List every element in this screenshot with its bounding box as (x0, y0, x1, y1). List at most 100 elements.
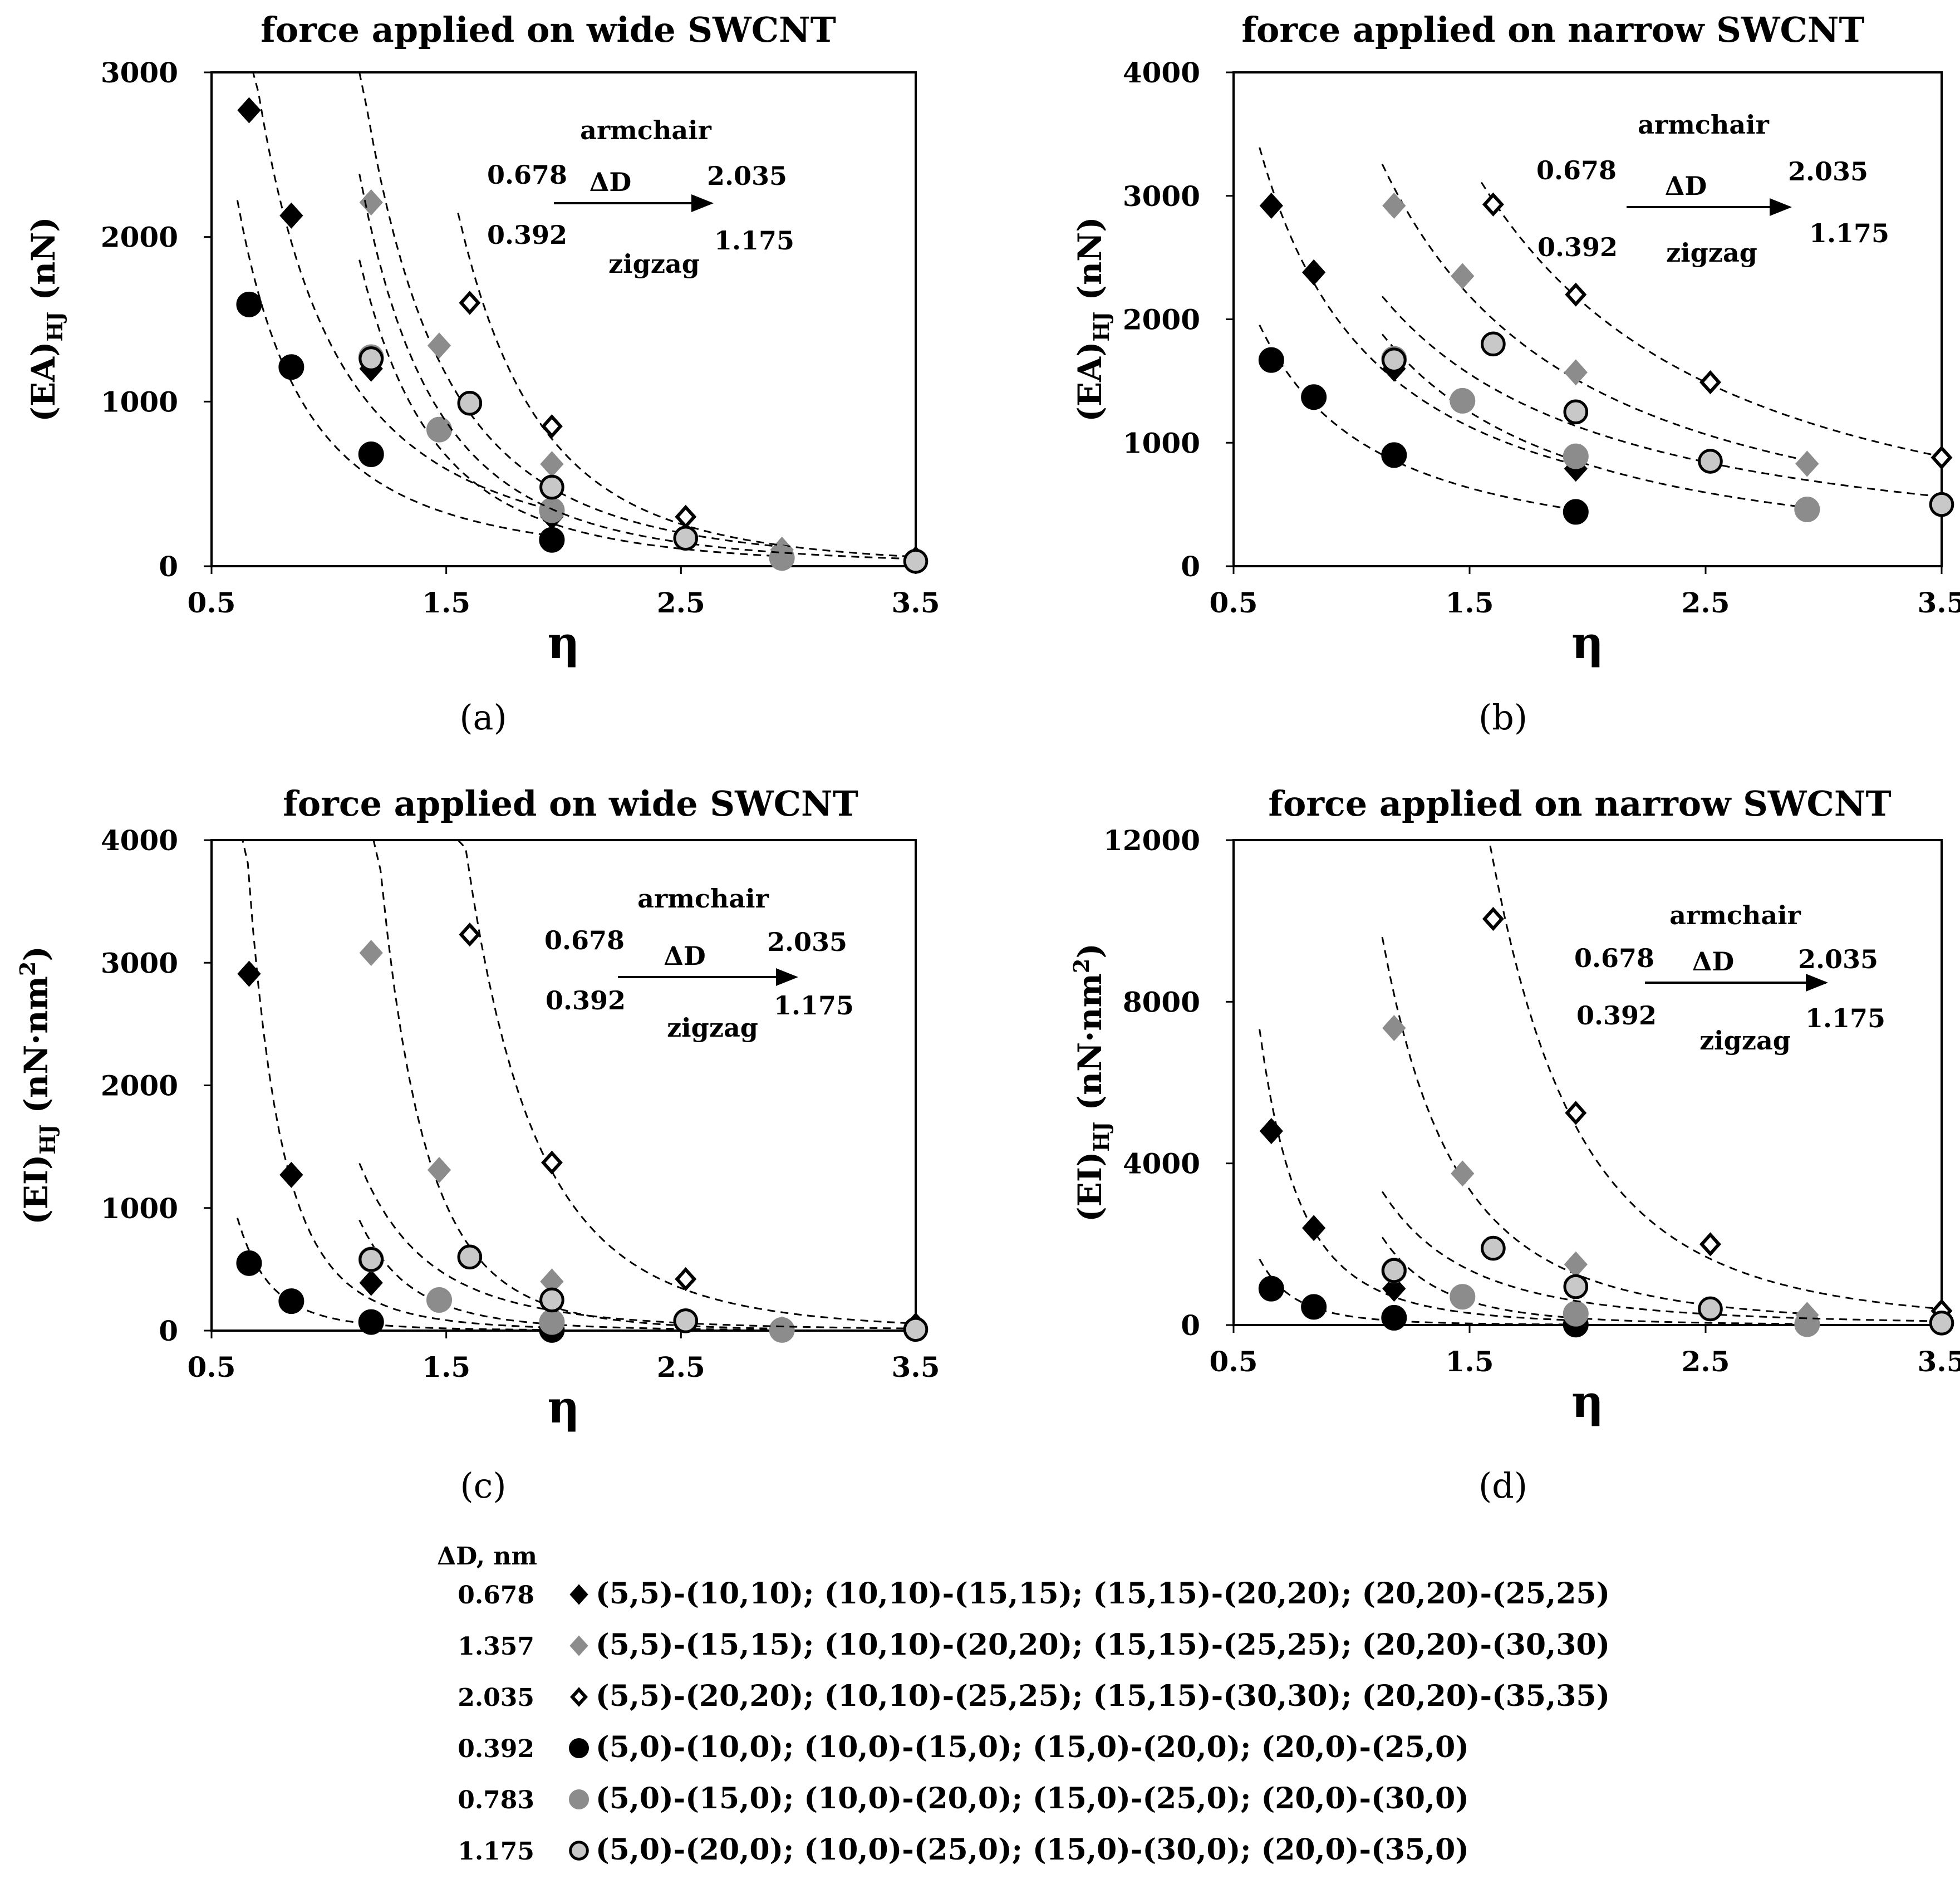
trendline (1381, 333, 1807, 509)
trendline (1381, 1237, 1807, 1325)
y-tick-label: 1000 (101, 1192, 178, 1225)
series-2.035 (457, 839, 927, 1337)
legend-value: 0.678 (458, 1581, 534, 1610)
data-point (426, 416, 453, 443)
data-point (673, 526, 699, 551)
data-point (358, 346, 384, 371)
x-tick-label: 1.5 (422, 1351, 470, 1384)
y-axis-label: (EI)HJ (nN·nm2) (1069, 943, 1114, 1222)
data-point (358, 1309, 384, 1335)
annotation-armchair: armchair (580, 115, 711, 145)
data-point (236, 1250, 262, 1276)
data-point (1451, 263, 1475, 290)
series-0.678 (1259, 1029, 1588, 1335)
data-point (237, 960, 261, 987)
trendline (358, 72, 782, 548)
annotation-zigzag: zigzag (667, 1013, 758, 1043)
annotation-left-top: 0.678 (544, 925, 625, 955)
data-point (1794, 496, 1820, 522)
data-point (1699, 370, 1721, 395)
trendline (359, 839, 782, 1330)
annotation-left-bottom: 0.392 (1537, 232, 1618, 262)
y-axis-label-sub: HJ (35, 1125, 60, 1155)
legend-entry: 2.035 (5,5)-(20,20); (10,10)-(25,25); (15… (458, 1679, 1610, 1713)
x-tick-label: 1.5 (1446, 1345, 1494, 1378)
legend: ΔD, nm 0.678 (5,5)-(10,10); (10,10)-(15,15… (437, 1542, 1610, 1867)
y-tick-label: 8000 (1123, 985, 1200, 1018)
series-0.783 (358, 259, 795, 571)
trendline (1381, 936, 1807, 1315)
data-point (1930, 445, 1953, 470)
data-point (1382, 347, 1407, 372)
legend-value: 0.783 (458, 1786, 534, 1814)
legend-marker (569, 1738, 589, 1758)
y-axis-label-main: (EI) (1071, 1152, 1109, 1222)
annotation-zigzag: zigzag (1666, 238, 1757, 268)
legend-marker (569, 1584, 588, 1605)
annotation-right-top: 2.035 (767, 927, 847, 957)
y-tick-label: 0 (159, 1314, 178, 1347)
data-point (903, 1317, 929, 1342)
annotation-right-top: 2.035 (707, 161, 787, 191)
trendline (1259, 325, 1576, 511)
x-axis-label: η (1571, 616, 1604, 669)
legend-text: (5,0)-(10,0); (10,0)-(15,0); (15,0)-(20,… (596, 1730, 1469, 1764)
legend-text: (5,0)-(20,0); (10,0)-(25,0); (15,0)-(30,… (596, 1833, 1469, 1867)
data-point (359, 940, 383, 967)
data-point (1302, 1215, 1326, 1242)
data-point (903, 548, 929, 574)
trendline (1481, 839, 1942, 1310)
data-point (1381, 442, 1407, 468)
legend-entry: 0.678 (5,5)-(10,10); (10,10)-(15,15); (15… (458, 1577, 1610, 1611)
data-point (358, 1247, 384, 1272)
y-tick-label: 4000 (101, 824, 178, 857)
y-axis-label-unit: (nN·nm (17, 976, 55, 1125)
y-tick-label: 2000 (101, 1069, 178, 1102)
y-tick-label: 0 (1181, 1309, 1200, 1342)
annotation-right-top: 2.035 (1798, 944, 1878, 974)
data-point (1794, 1311, 1820, 1337)
legend-value: 0.392 (458, 1735, 534, 1763)
series-0.392 (236, 1218, 565, 1343)
x-axis-label: η (1571, 1375, 1604, 1427)
plot-frame (210, 839, 917, 1332)
data-point (539, 474, 564, 500)
data-point (541, 1150, 563, 1175)
y-axis-label-sup: 2 (15, 961, 40, 976)
panel-label: (c) (460, 1465, 506, 1506)
y-axis-label-main: (EA) (24, 342, 62, 422)
data-point (1450, 1284, 1476, 1310)
annotation-left-bottom: 0.392 (546, 985, 626, 1015)
trendline (358, 1162, 916, 1329)
data-point (1302, 259, 1326, 286)
x-tick-label: 0.5 (1210, 586, 1258, 619)
y-axis-label: (EA)HJ (nN) (24, 217, 67, 421)
chart-panel-1: force applied on wide SWCNT 0.5 1.5 2.5 3.5 0… (24, 9, 940, 738)
trendline (1381, 1191, 1942, 1322)
chart-title: force applied on narrow SWCNT (1241, 9, 1864, 50)
data-point (1382, 192, 1406, 219)
x-axis-label: η (547, 616, 579, 669)
trendline (1381, 164, 1807, 462)
plot-frame (1232, 71, 1943, 567)
chart-panel-4: force applied on narrow SWCNT 0.5 1.5 2.5 3.… (1069, 783, 1960, 1506)
annotation-right-bottom: 1.175 (774, 990, 854, 1021)
data-point (1564, 1251, 1588, 1278)
panel-label: (a) (459, 697, 507, 738)
data-point (1563, 399, 1589, 425)
data-point (1698, 1296, 1723, 1322)
x-tick-label: 2.5 (1682, 1345, 1730, 1378)
legend-value: 1.175 (458, 1837, 534, 1866)
data-point (1795, 450, 1819, 477)
data-point (1699, 1232, 1721, 1257)
annotation-delta-d: ΔD (590, 167, 632, 197)
legend-marker (569, 1635, 588, 1656)
x-tick-label: 3.5 (1918, 586, 1960, 619)
chart-panel-3: force applied on wide SWCNT 0.5 1.5 2.5 3.5 0… (15, 783, 940, 1506)
data-point (1301, 384, 1327, 410)
series-0.783 (1381, 333, 1820, 522)
data-point (1481, 331, 1506, 357)
series-0.783 (358, 1219, 795, 1343)
series-1.175 (358, 1162, 929, 1342)
